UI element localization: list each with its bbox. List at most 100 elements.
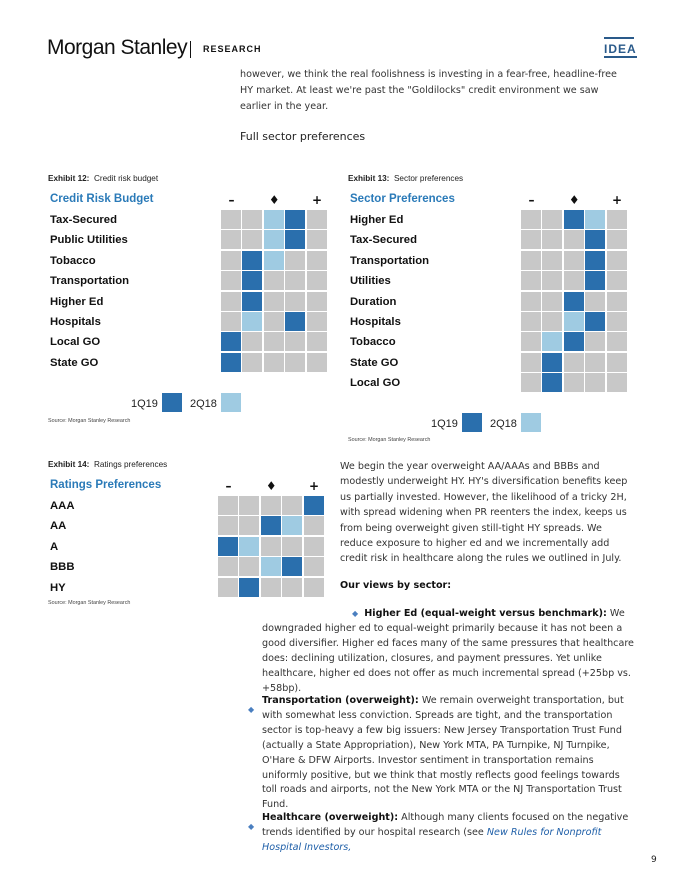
bullet-text: We remain overweight transportation, but… [262,695,624,811]
current-position-cell [285,311,306,331]
intro-paragraph: however, we think the real foolishness i… [240,69,617,112]
row-label: Local GO [50,336,101,349]
empty-cell [606,332,627,352]
empty-cell [563,271,584,291]
empty-cell [306,271,327,291]
empty-cell [218,577,238,597]
row-label: Higher Ed [350,214,404,226]
previous-position-cell [263,250,284,270]
exhibit-number: Exhibit 12: [48,174,90,183]
bullet-diamond-icon: ◆ [352,609,359,618]
empty-cell [221,291,241,311]
current-position-cell [585,250,606,270]
empty-cell [521,210,541,229]
empty-cell [563,230,584,250]
exhibit-number: Exhibit 14: [48,460,90,469]
empty-cell [242,352,263,372]
tag-rule [604,37,634,39]
previous-position-cell [239,536,260,556]
empty-cell [221,210,241,229]
row-label: Higher Ed [50,295,104,308]
empty-cell [239,516,260,536]
current-position-cell [542,352,563,372]
empty-cell [239,496,260,515]
previous-position-cell [263,210,284,229]
row-label: BBB [50,561,75,574]
previous-position-cell [242,311,263,331]
empty-cell [221,230,241,250]
empty-cell [306,332,327,352]
ratings-preferences-title: Ratings Preferences [50,479,162,491]
empty-cell [306,210,327,229]
empty-cell [606,291,627,311]
empty-cell [542,230,563,250]
empty-cell [306,291,327,311]
empty-cell [542,250,563,270]
bullet-lead: Higher Ed (equal-weight versus benchmark… [364,608,607,619]
empty-cell [606,311,627,331]
exhibit-12-caption: Exhibit 12: Credit risk budget [48,174,158,183]
section-subheading: Full sector preferences [240,130,366,143]
empty-cell [306,352,327,372]
diamond-symbol: ♦ [568,193,580,207]
exhibit-number: Exhibit 13: [348,174,390,183]
header-divider [190,41,191,58]
empty-cell [303,577,324,597]
empty-cell [542,271,563,291]
empty-cell [218,557,238,577]
sector-preferences-labels: Higher Ed Tax-Secured Transportation Utilit… [350,210,429,394]
sector-preferences-grid [521,210,627,393]
row-label: Hospitals [50,315,101,328]
current-position-cell [563,291,584,311]
empty-cell [260,577,281,597]
empty-cell [563,352,584,372]
report-link[interactable]: New Rules for Nonprofit Hospital Investo… [262,826,602,853]
legend-current-swatch [162,393,182,412]
empty-cell [542,311,563,331]
current-position-cell [585,311,606,331]
row-label: Duration [350,295,397,308]
previous-position-cell [542,332,563,352]
row-label: HY [50,581,66,594]
empty-cell [606,271,627,291]
row-label: Transportation [350,254,430,267]
empty-cell [521,373,541,393]
row-label: Tax-Secured [50,214,117,226]
empty-cell [221,271,241,291]
legend-current-label: 1Q19 [431,418,458,430]
empty-cell [303,516,324,536]
current-position-cell [563,210,584,229]
current-position-cell [585,271,606,291]
row-label: Public Utilities [50,234,128,247]
current-position-cell [242,271,263,291]
empty-cell [242,332,263,352]
empty-cell [282,496,303,515]
row-label: State GO [350,356,399,369]
brand-logo: Morgan Stanley [47,36,188,59]
bullet-transportation: Transportation (overweight): We remain o… [262,694,634,813]
bullet-lead: Transportation (overweight): [262,695,419,706]
empty-cell [542,291,563,311]
empty-cell [285,291,306,311]
empty-cell [542,210,563,229]
page-number: 9 [651,855,657,865]
current-position-cell [242,250,263,270]
diamond-symbol: ♦ [268,193,280,207]
plus-symbol: + [309,479,320,493]
empty-cell [306,230,327,250]
plus-symbol: + [612,193,623,207]
minus-symbol: – [228,193,235,207]
credit-risk-header: – ♦ + [221,193,328,207]
current-position-cell [260,516,281,536]
empty-cell [242,210,263,229]
current-position-cell [285,230,306,250]
empty-cell [282,536,303,556]
empty-cell [306,250,327,270]
row-label: Hospitals [350,315,401,328]
current-position-cell [221,352,241,372]
empty-cell [585,291,606,311]
idea-tag: IDEA [604,42,637,58]
minus-symbol: – [528,193,535,207]
empty-cell [606,210,627,229]
section-label: RESEARCH [203,44,262,54]
